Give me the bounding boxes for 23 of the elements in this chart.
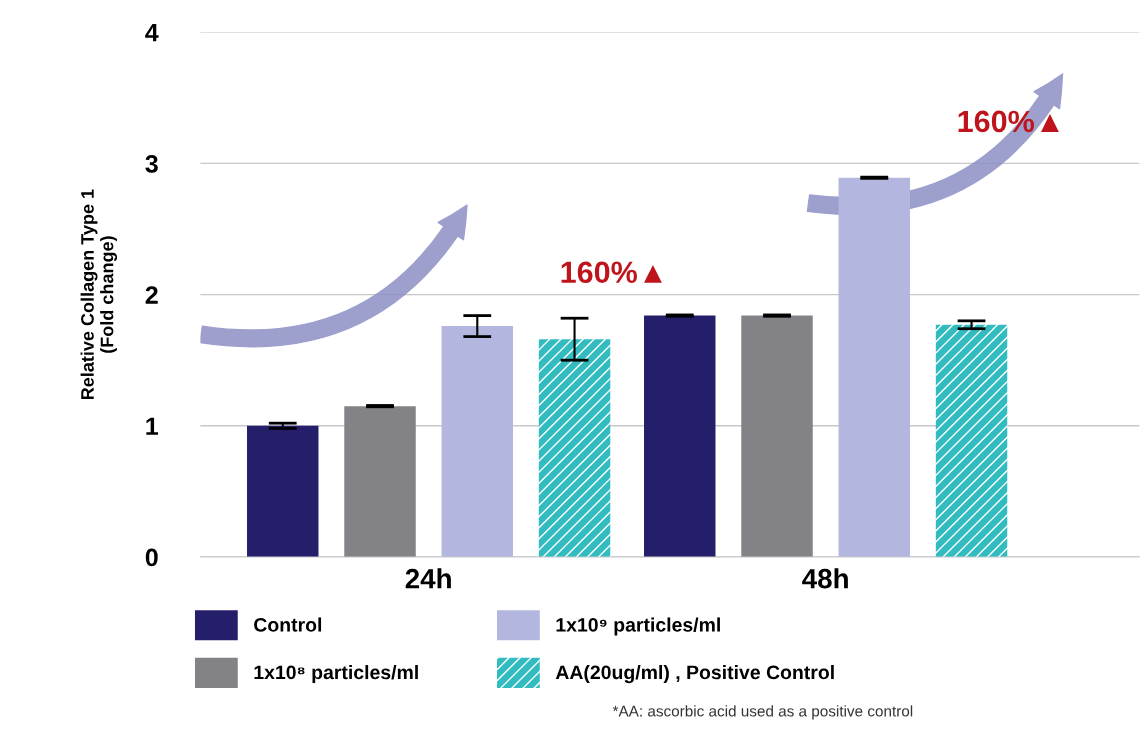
legend-label: AA(20ug/ml) , Positive Control — [555, 664, 834, 684]
annotation: 160%▲ — [958, 110, 1059, 133]
y-axis-title: Relative Collagen Type 1 (Fold change) — [80, 189, 118, 400]
text: *AA: ascorbic acid used as a positive control — [612, 705, 913, 720]
y-tick-label: 4 — [145, 24, 159, 42]
bar — [741, 315, 813, 558]
y-tick-label: 3 — [145, 154, 158, 173]
bar — [644, 315, 716, 558]
bar — [935, 324, 1008, 558]
legend-label: Control — [254, 617, 322, 632]
annotation: 160%▲ — [561, 261, 662, 284]
bar — [838, 177, 911, 558]
legend-label: 1x10⁸ particles/ml — [254, 664, 418, 684]
bar — [344, 406, 416, 558]
bar — [247, 425, 319, 558]
y-tick-label: 2 — [145, 286, 158, 304]
y-tick-label: 1 — [146, 417, 159, 435]
y-tick-label: 0 — [145, 548, 158, 567]
x-tick-label: 48h — [802, 568, 848, 589]
x-tick-label: 24h — [405, 568, 451, 589]
bar — [441, 326, 514, 558]
bar — [538, 339, 611, 558]
legend-label: 1x10⁹ particles/ml — [556, 617, 720, 636]
